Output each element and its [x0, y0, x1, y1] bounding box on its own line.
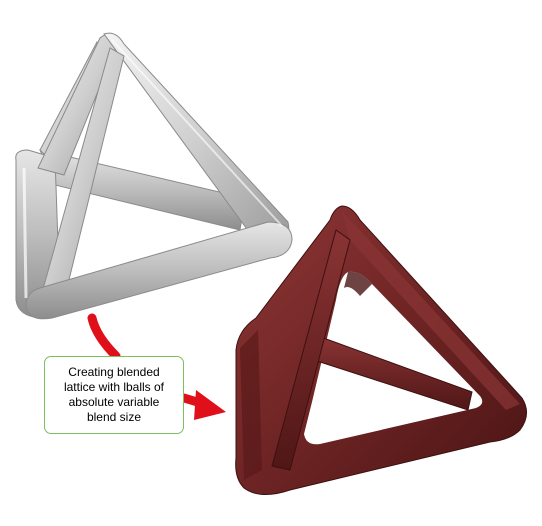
blended-lattice-diagonal — [271, 229, 351, 471]
callout-box: Creating blended lattice with lballs of … — [44, 356, 184, 434]
input-lattice — [15, 32, 293, 320]
blended-lattice-opening — [304, 271, 483, 445]
lattice-edge-bottom — [25, 221, 293, 320]
callout-text: Creating blended lattice with lballs of … — [63, 365, 165, 424]
process-arrow-icon — [87, 313, 226, 420]
blended-lattice — [235, 205, 527, 495]
